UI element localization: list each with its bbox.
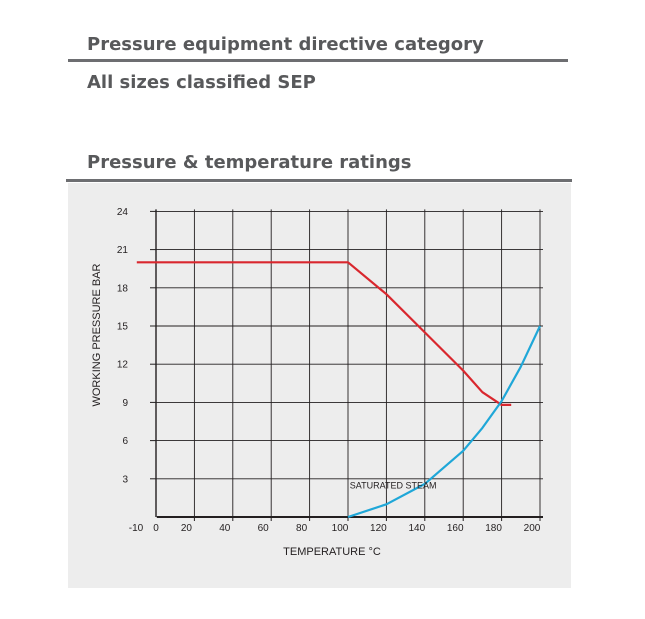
x-tick-label-80: 80 <box>296 523 308 534</box>
x-tick-label-40: 40 <box>219 523 231 534</box>
series-line-1 <box>347 325 541 519</box>
chart-axes: 3 6 9 12 15 18 21 24 -10 0 20 40 60 80 100 120 140 160 180… <box>117 207 543 534</box>
y-tick-label-3: 3 <box>122 474 128 485</box>
chart-series <box>136 261 541 519</box>
x-tick-label-100: 100 <box>332 523 349 534</box>
x-tick-label-60: 60 <box>258 523 270 534</box>
chart-grid <box>155 209 543 517</box>
pressure-temperature-chart: 3 6 9 12 15 18 21 24 -10 0 20 40 60 80 100 120 140 160 180… <box>68 183 571 588</box>
y-tick-label-6: 6 <box>122 436 128 447</box>
y-tick-label-15: 15 <box>117 322 129 333</box>
ratings-section-title: Pressure & temperature ratings <box>87 152 412 173</box>
series-line-0 <box>136 261 512 406</box>
ped-divider <box>68 59 568 62</box>
x-tick-label-180: 180 <box>485 523 502 534</box>
ped-category-value: All sizes classified SEP <box>87 72 316 93</box>
x-tick-label-140: 140 <box>408 523 425 534</box>
x-tick-label-160: 160 <box>447 523 464 534</box>
ratings-divider <box>66 179 572 182</box>
x-tick-label-20: 20 <box>181 523 193 534</box>
ped-section-title: Pressure equipment directive category <box>87 34 484 55</box>
x-axis-title: TEMPERATURE °C <box>283 546 381 558</box>
x-tick-label-0: 0 <box>153 523 159 534</box>
y-tick-label-24: 24 <box>117 207 129 218</box>
y-tick-label-9: 9 <box>122 398 128 409</box>
y-tick-label-18: 18 <box>117 283 129 294</box>
chart-svg: 3 6 9 12 15 18 21 24 -10 0 20 40 60 80 100 120 140 160 180… <box>91 207 543 558</box>
y-tick-label-12: 12 <box>117 360 129 371</box>
saturated-steam-label: SATURATED STEAM <box>350 481 437 491</box>
y-tick-label-21: 21 <box>117 245 129 256</box>
x-tick-label-120: 120 <box>370 523 387 534</box>
x-tick-label-200: 200 <box>524 523 541 534</box>
x-tick-label--10: -10 <box>129 523 144 534</box>
y-axis-title: WORKING PRESSURE BAR <box>91 263 103 406</box>
